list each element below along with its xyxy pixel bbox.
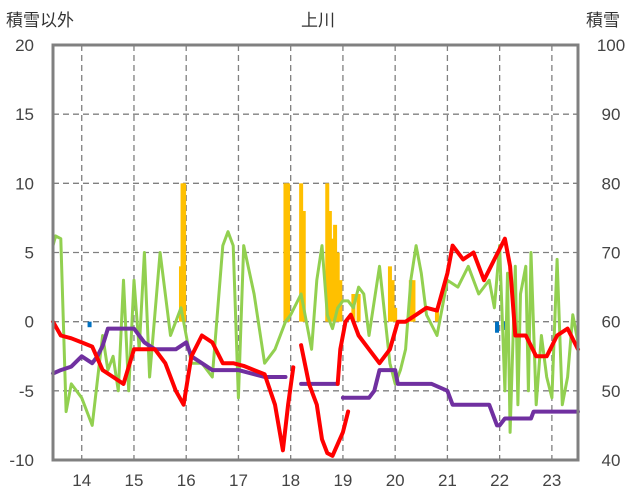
precip-bar [408,280,413,322]
temperature-line [335,236,580,386]
chart-title: 上川 [301,11,335,31]
right-tick-label: 50 [602,382,621,401]
x-tick-label: 14 [72,471,91,490]
bar-layer [87,183,507,333]
x-tick-label: 20 [386,471,405,490]
negative-bar [495,321,500,333]
precip-bar [301,211,306,322]
x-tick-label: 17 [229,471,248,490]
negative-bar [87,321,92,328]
precip-bar [333,224,338,322]
left-tick-label: 15 [15,105,34,124]
precip-bar [390,280,395,322]
right-tick-label: 60 [602,313,621,332]
left-tick-label: -5 [19,382,34,401]
right-tick-label: 100 [597,36,625,55]
precip-bar [330,238,335,322]
x-tick-label: 16 [177,471,196,490]
precip-bar [393,307,398,322]
precip-bar [335,252,340,322]
plot-frame [51,43,580,462]
x-tick-label: 15 [125,471,144,490]
precip-bar [387,266,392,322]
left-tick-label: 0 [25,313,34,332]
left-tick-label: -10 [9,451,34,470]
precip-bar [434,307,439,322]
precip-bar [356,294,361,322]
right-tick-label: 80 [602,174,621,193]
x-tick-label: 23 [542,471,561,490]
x-tick-label: 18 [281,471,300,490]
right-tick-label: 40 [602,451,621,470]
precip-bar [283,183,288,322]
temperature-line [51,319,296,453]
left-tick-label: 20 [15,36,34,55]
precip-bar [327,211,332,322]
right-axis-label: 積雪 [586,11,620,31]
snow-depth-line [51,326,288,379]
x-tick-label: 21 [438,471,457,490]
left-axis-label: 積雪以外 [6,11,74,31]
precip-bar [411,280,416,322]
x-tick-label: 22 [490,471,509,490]
precip-bar [338,280,343,322]
precip-bar [286,183,291,322]
right-tick-label: 70 [602,244,621,263]
snow-depth-line [340,368,580,428]
precip-bar [325,183,330,322]
left-tick-label: 10 [15,174,34,193]
temperature-line [299,343,351,458]
left-tick-label: 5 [25,244,34,263]
line-layer [51,230,580,458]
precip-bar [299,183,304,322]
right-tick-label: 90 [602,105,621,124]
x-tick-label: 19 [333,471,352,490]
precip-bar [182,183,187,322]
